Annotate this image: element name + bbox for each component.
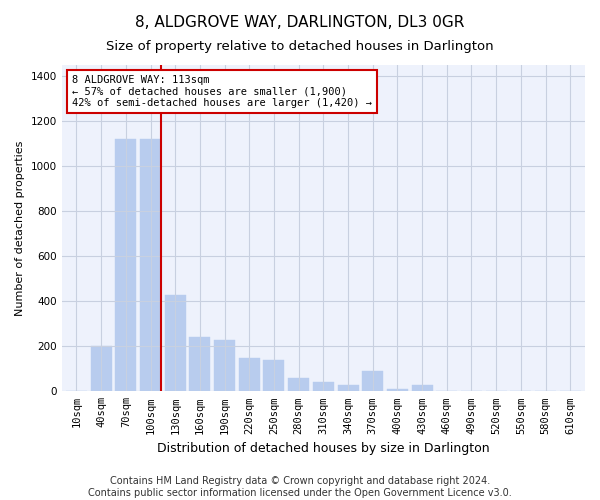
Bar: [313, 382, 334, 392]
Bar: [214, 340, 235, 392]
Bar: [288, 378, 309, 392]
Bar: [362, 371, 383, 392]
X-axis label: Distribution of detached houses by size in Darlington: Distribution of detached houses by size …: [157, 442, 490, 455]
Bar: [165, 294, 186, 392]
Text: 8, ALDGROVE WAY, DARLINGTON, DL3 0GR: 8, ALDGROVE WAY, DARLINGTON, DL3 0GR: [136, 15, 464, 30]
Text: 8 ALDGROVE WAY: 113sqm
← 57% of detached houses are smaller (1,900)
42% of semi-: 8 ALDGROVE WAY: 113sqm ← 57% of detached…: [72, 75, 372, 108]
Bar: [115, 140, 136, 392]
Y-axis label: Number of detached properties: Number of detached properties: [15, 140, 25, 316]
Text: Size of property relative to detached houses in Darlington: Size of property relative to detached ho…: [106, 40, 494, 53]
Bar: [263, 360, 284, 392]
Text: Contains HM Land Registry data © Crown copyright and database right 2024.
Contai: Contains HM Land Registry data © Crown c…: [88, 476, 512, 498]
Bar: [239, 358, 260, 392]
Bar: [387, 389, 408, 392]
Bar: [412, 384, 433, 392]
Bar: [190, 338, 211, 392]
Bar: [140, 140, 161, 392]
Bar: [91, 346, 112, 392]
Bar: [338, 384, 359, 392]
